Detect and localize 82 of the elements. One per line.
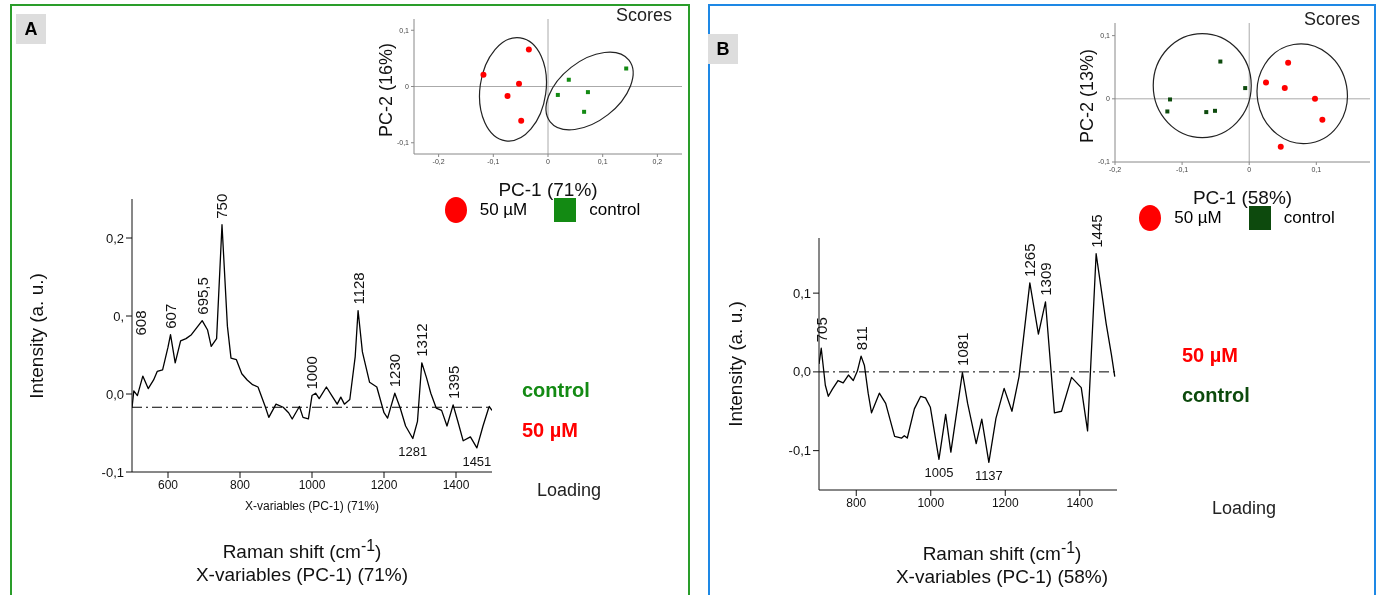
text: X-variables (PC-1) (58%) <box>894 565 1110 589</box>
x-tick-label: 1200 <box>991 495 1019 510</box>
point <box>1262 79 1269 86</box>
annotation: 1137 <box>974 468 1003 484</box>
y-axis-title: PC-2 (13%) <box>1076 48 1098 144</box>
x-axis-title: PC-1 (58%) <box>1192 187 1293 208</box>
point <box>582 109 587 114</box>
x-tick-label: 1400 <box>442 477 470 492</box>
point <box>1285 59 1292 66</box>
annotation: 1395 <box>444 365 462 399</box>
text: Raman shift (cm$^{-1}$) <box>221 536 383 564</box>
point <box>1204 110 1209 115</box>
point <box>1165 109 1170 114</box>
y-tick-label: 0,0 <box>105 386 124 402</box>
chart-title: Scores <box>615 5 672 26</box>
x-tick-label: 600 <box>157 477 179 492</box>
annotation: 1005 <box>924 465 954 481</box>
x-tick-label: 800 <box>229 477 251 492</box>
y-tick-label: 0,0 <box>792 364 811 380</box>
y-tick-label: 0, <box>113 308 124 324</box>
text: Loading <box>537 480 602 500</box>
point <box>1281 85 1288 92</box>
point <box>516 80 523 87</box>
point <box>555 92 560 97</box>
y-tick-label: 0,2 <box>105 230 124 246</box>
legend-label: control <box>589 200 641 220</box>
x-tick-label: 1000 <box>917 495 945 510</box>
annotation: 811 <box>852 326 870 351</box>
x-tick-label: 1200 <box>370 477 398 492</box>
y-axis-title: PC-2 (16%) <box>375 42 397 138</box>
point <box>624 66 629 71</box>
y-tick-label: 0,1 <box>792 285 811 301</box>
point <box>1277 143 1284 150</box>
annotation: 750 <box>213 193 231 219</box>
legend-label: 50 µM <box>1174 208 1222 228</box>
annotation: 1230 <box>386 353 404 388</box>
text: control <box>1182 383 1250 406</box>
annotation: 1081 <box>953 332 971 366</box>
annotation: 607 <box>162 303 180 329</box>
text: control <box>522 379 590 402</box>
annotation: 695,5 <box>193 277 211 315</box>
annotation: 1312 <box>413 323 431 357</box>
y-axis-title: Intensity (a. u.) <box>725 301 747 427</box>
point <box>1218 59 1223 64</box>
legend-label: control <box>1283 208 1335 228</box>
point <box>1319 116 1326 123</box>
text: 50 µM <box>522 419 578 442</box>
chart-title: Scores <box>1303 9 1360 30</box>
legend-label: 50 µM <box>479 200 528 220</box>
text: X-variables (PC-1) (71%) <box>194 563 410 587</box>
text: Loading <box>1212 498 1277 518</box>
point <box>525 46 532 53</box>
chart-title: B <box>708 34 738 64</box>
y-tick-label: -0,1 <box>101 464 124 480</box>
x-tick-label: 800 <box>846 495 867 510</box>
point <box>518 117 525 124</box>
annotation: 705 <box>812 317 830 343</box>
point <box>585 90 590 95</box>
annotation: 608 <box>131 310 149 336</box>
point <box>1168 97 1173 102</box>
point <box>1243 86 1248 91</box>
x-axis-title: PC-1 (71%) <box>498 179 598 200</box>
annotation: 1445 <box>1087 214 1105 248</box>
text: 50 µM <box>1182 343 1238 366</box>
x-axis-title: X-variables (PC-1) (71%) <box>244 499 380 513</box>
annotation: 1128 <box>349 272 367 305</box>
point <box>566 77 571 82</box>
x-tick-label: 1000 <box>298 477 326 492</box>
chart-title: A <box>16 14 46 44</box>
x-tick-label: 1400 <box>1066 495 1094 510</box>
annotation: 1281 <box>398 444 428 460</box>
y-axis-title: Intensity (a. u.) <box>26 272 48 399</box>
annotation: 1265 <box>1021 243 1039 277</box>
annotation: 1451 <box>462 453 492 469</box>
y-tick-label: -0,1 <box>788 443 811 459</box>
point <box>480 71 487 78</box>
point <box>1311 95 1318 102</box>
annotation: 1000 <box>303 356 321 390</box>
text: Raman shift (cm$^{-1}$) <box>921 538 1083 566</box>
point <box>1212 108 1217 113</box>
point <box>504 93 511 100</box>
annotation: 1309 <box>1036 262 1054 296</box>
